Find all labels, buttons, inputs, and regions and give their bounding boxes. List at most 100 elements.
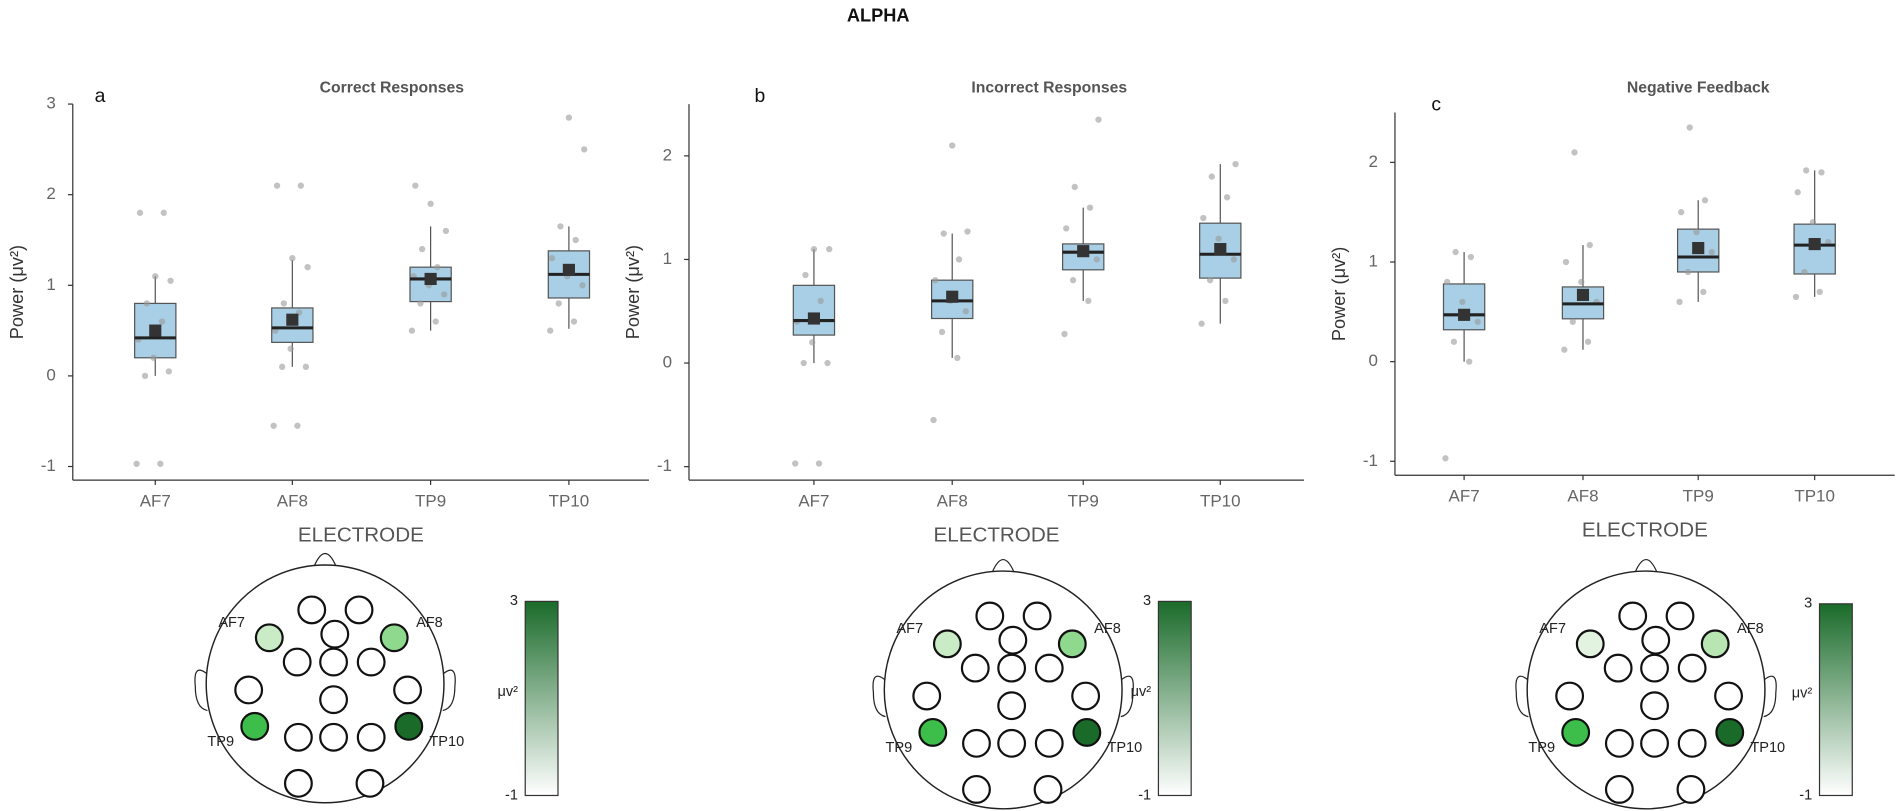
x-tick-label: AF7 (1449, 487, 1480, 506)
data-point (160, 209, 167, 216)
data-point (572, 236, 579, 244)
y-tick-label: 2 (46, 184, 55, 203)
y-tick-label: -1 (657, 456, 672, 475)
x-tick-label: AF8 (937, 491, 968, 510)
electrode (1665, 601, 1695, 631)
x-axis-label: ELECTRODE (933, 523, 1059, 546)
data-point (565, 114, 573, 121)
y-tick-label: 0 (1369, 351, 1378, 370)
y-tick-label: 2 (663, 145, 672, 164)
data-point (1700, 288, 1707, 296)
data-point (434, 264, 441, 271)
data-point (938, 328, 946, 336)
box (792, 284, 836, 336)
data-point (165, 368, 173, 375)
panel-title: Negative Feedback (1627, 79, 1770, 96)
x-tick-label: AF7 (140, 491, 171, 510)
ear (872, 675, 886, 718)
data-point (1223, 194, 1231, 201)
ear (1515, 675, 1529, 718)
electrode-label: AF7 (1539, 621, 1566, 637)
mean (807, 312, 820, 325)
data-point (826, 245, 833, 253)
electrode (997, 728, 1027, 758)
data-point (280, 300, 287, 307)
electrode (1640, 653, 1669, 683)
electrode (1715, 717, 1745, 747)
x-tick-label: TP10 (1794, 487, 1835, 506)
colorbar (1157, 600, 1192, 797)
mean (1214, 243, 1227, 256)
data-point (1467, 253, 1475, 261)
data-point (824, 359, 831, 367)
electrode-label: AF7 (896, 621, 923, 637)
data-point (1063, 225, 1070, 232)
data-point (817, 297, 824, 305)
data-point (1095, 116, 1102, 123)
mean (286, 313, 299, 326)
mean (1808, 238, 1821, 251)
data-point (940, 230, 947, 237)
x-tick-label: TP10 (1200, 491, 1241, 510)
data-point (1450, 338, 1458, 345)
data-point (930, 416, 937, 424)
electrode (997, 691, 1027, 721)
mean (1576, 288, 1590, 301)
electrode-label: AF8 (416, 615, 443, 631)
colorbar-tick-label: -1 (505, 787, 518, 803)
data-point (579, 282, 586, 289)
data-point (1071, 183, 1078, 191)
data-point (442, 227, 450, 235)
data-point (143, 300, 150, 307)
electrode (912, 681, 942, 711)
data-point (1801, 268, 1808, 276)
data-point (570, 318, 578, 325)
data-point (270, 422, 277, 429)
data-point (150, 354, 157, 361)
data-point (1701, 197, 1709, 204)
data-point (304, 264, 311, 271)
data-point (800, 359, 807, 367)
electrode (1618, 601, 1648, 631)
y-tick-label: 2 (1369, 152, 1378, 171)
colorbar-tick-label: 3 (1143, 593, 1151, 609)
x-axis-label: ELECTRODE (1582, 518, 1708, 541)
electrode (1604, 774, 1634, 804)
data-point (133, 460, 140, 467)
data-point (418, 245, 426, 253)
mean (1077, 245, 1090, 258)
electrode (1677, 653, 1707, 683)
colorbar (524, 600, 559, 797)
electrode (918, 717, 948, 747)
data-point (964, 228, 971, 235)
electrode (975, 601, 1005, 631)
electrode (319, 722, 349, 752)
electrode (297, 595, 327, 625)
data-point (412, 182, 419, 189)
electrode (1555, 681, 1585, 711)
data-point (287, 345, 294, 352)
panel-label: a (95, 85, 106, 107)
electrode (320, 619, 350, 649)
data-point (1232, 160, 1239, 168)
electrode (998, 625, 1028, 655)
data-point (809, 339, 816, 346)
data-point (1816, 288, 1823, 296)
data-point (417, 300, 424, 307)
data-point (157, 460, 164, 467)
electrode (319, 685, 349, 715)
y-tick-label: -1 (1363, 451, 1378, 470)
electrode (1700, 629, 1730, 659)
data-point (1803, 167, 1810, 174)
data-point (1792, 293, 1800, 301)
panel-title: Incorrect Responses (971, 79, 1127, 96)
x-tick-label: TP9 (415, 491, 446, 510)
data-point (1708, 248, 1715, 256)
y-tick-label: 0 (46, 365, 55, 384)
y-axis-label: Power (μv²) (1329, 247, 1349, 341)
mean (149, 324, 162, 337)
electrode-label: TP10 (1750, 740, 1785, 756)
y-tick-label: 0 (663, 353, 672, 372)
